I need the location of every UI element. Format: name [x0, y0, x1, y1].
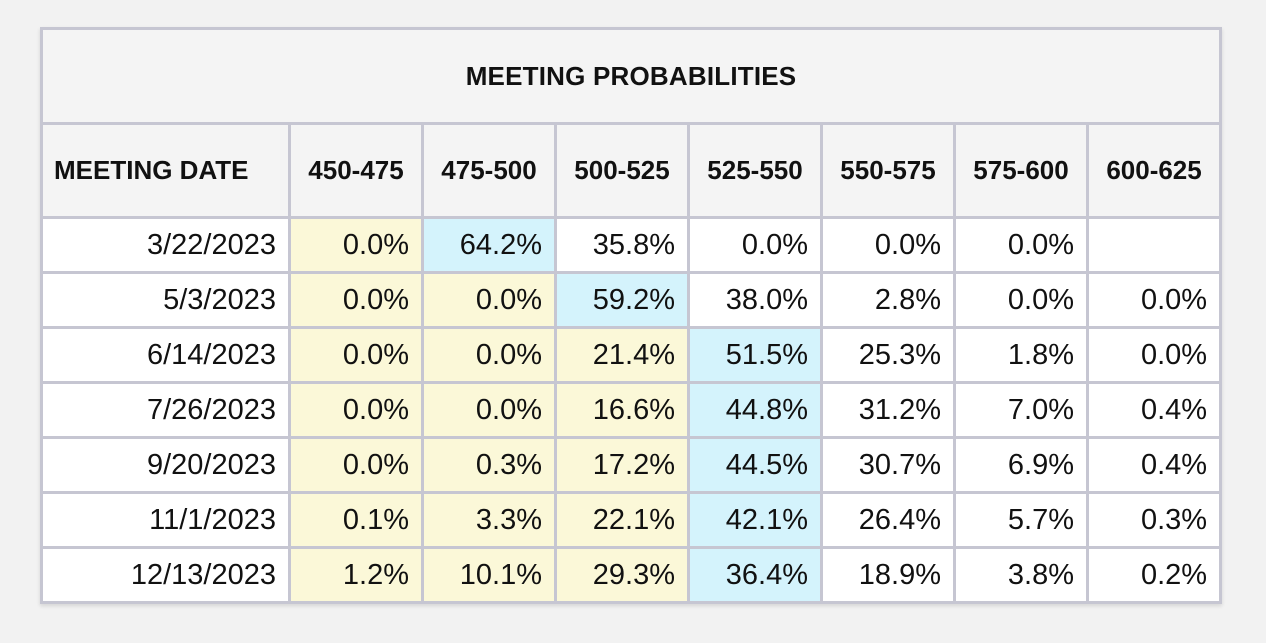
- column-header-600-625: 600-625: [1085, 122, 1223, 219]
- probability-cell: 0.0%: [288, 381, 424, 439]
- probability-cell: 3.3%: [421, 491, 557, 549]
- probability-cell: 10.1%: [421, 546, 557, 604]
- table-row: 3/22/2023 0.0% 64.2% 35.8% 0.0% 0.0% 0.0%: [40, 216, 1223, 274]
- probability-cell: 5.7%: [953, 491, 1089, 549]
- probability-cell: 3.8%: [953, 546, 1089, 604]
- table-row: 9/20/2023 0.0% 0.3% 17.2% 44.5% 30.7% 6.9% 0.4%: [40, 436, 1223, 494]
- probability-cell: 21.4%: [554, 326, 690, 384]
- meeting-date-cell: 12/13/2023: [40, 546, 291, 604]
- probability-cell: [1085, 216, 1223, 274]
- probability-cell: 0.0%: [288, 271, 424, 329]
- probability-cell: 2.8%: [820, 271, 956, 329]
- probability-cell: 38.0%: [687, 271, 823, 329]
- column-header-575-600: 575-600: [953, 122, 1089, 219]
- table-row: 11/1/2023 0.1% 3.3% 22.1% 42.1% 26.4% 5.7% 0.3%: [40, 491, 1223, 549]
- table-row: 5/3/2023 0.0% 0.0% 59.2% 38.0% 2.8% 0.0% 0.0%: [40, 271, 1223, 329]
- column-header-500-525: 500-525: [554, 122, 690, 219]
- probability-cell: 0.0%: [687, 216, 823, 274]
- probability-cell: 0.0%: [953, 216, 1089, 274]
- probability-cell: 0.3%: [1085, 491, 1223, 549]
- meeting-date-cell: 3/22/2023: [40, 216, 291, 274]
- probability-cell: 44.5%: [687, 436, 823, 494]
- meeting-date-cell: 7/26/2023: [40, 381, 291, 439]
- probability-cell: 26.4%: [820, 491, 956, 549]
- probability-cell: 18.9%: [820, 546, 956, 604]
- probability-cell: 0.2%: [1085, 546, 1223, 604]
- probability-cell: 31.2%: [820, 381, 956, 439]
- probability-cell: 0.0%: [288, 436, 424, 494]
- probability-cell: 30.7%: [820, 436, 956, 494]
- probability-cell: 35.8%: [554, 216, 690, 274]
- probability-cell: 59.2%: [554, 271, 690, 329]
- probability-cell: 17.2%: [554, 436, 690, 494]
- probability-cell: 0.0%: [953, 271, 1089, 329]
- table-row: 7/26/2023 0.0% 0.0% 16.6% 44.8% 31.2% 7.0% 0.4%: [40, 381, 1223, 439]
- meeting-date-cell: 11/1/2023: [40, 491, 291, 549]
- probability-cell: 1.2%: [288, 546, 424, 604]
- probability-cell: 0.0%: [288, 216, 424, 274]
- probability-cell: 0.0%: [421, 381, 557, 439]
- meeting-date-cell: 9/20/2023: [40, 436, 291, 494]
- probability-cell: 0.3%: [421, 436, 557, 494]
- probability-cell: 6.9%: [953, 436, 1089, 494]
- meeting-date-cell: 5/3/2023: [40, 271, 291, 329]
- table-title: MEETING PROBABILITIES: [39, 27, 1223, 125]
- probability-cell: 36.4%: [687, 546, 823, 604]
- meeting-date-cell: 6/14/2023: [40, 326, 291, 384]
- probability-cell: 25.3%: [820, 326, 956, 384]
- table-row: 6/14/2023 0.0% 0.0% 21.4% 51.5% 25.3% 1.8% 0.0%: [40, 326, 1223, 384]
- probability-cell: 1.8%: [953, 326, 1089, 384]
- probability-cell: 29.3%: [554, 546, 690, 604]
- probability-cell: 0.0%: [421, 326, 557, 384]
- column-header-550-575: 550-575: [820, 122, 956, 219]
- table-row: 12/13/2023 1.2% 10.1% 29.3% 36.4% 18.9% 3.8% 0.…: [40, 546, 1223, 604]
- probability-cell: 51.5%: [687, 326, 823, 384]
- table-header-row: MEETING DATE 450-475 475-500 500-525 525-550…: [40, 122, 1223, 219]
- probability-cell: 42.1%: [687, 491, 823, 549]
- probability-cell: 0.1%: [288, 491, 424, 549]
- probability-cell: 7.0%: [953, 381, 1089, 439]
- probability-cell: 44.8%: [687, 381, 823, 439]
- probability-cell: 64.2%: [421, 216, 557, 274]
- column-header-525-550: 525-550: [687, 122, 823, 219]
- probability-cell: 22.1%: [554, 491, 690, 549]
- probability-cell: 16.6%: [554, 381, 690, 439]
- probability-cell: 0.0%: [1085, 271, 1223, 329]
- probability-cell: 0.4%: [1085, 381, 1223, 439]
- table-title-row: MEETING PROBABILITIES: [39, 27, 1223, 125]
- probability-cell: 0.0%: [820, 216, 956, 274]
- probability-cell: 0.0%: [421, 271, 557, 329]
- column-header-meeting-date: MEETING DATE: [40, 122, 291, 219]
- meeting-probabilities-table: MEETING PROBABILITIES MEETING DATE 450-47…: [39, 27, 1223, 604]
- probability-cell: 0.0%: [288, 326, 424, 384]
- probability-cell: 0.4%: [1085, 436, 1223, 494]
- column-header-450-475: 450-475: [288, 122, 424, 219]
- probability-cell: 0.0%: [1085, 326, 1223, 384]
- column-header-475-500: 475-500: [421, 122, 557, 219]
- table-body: 3/22/2023 0.0% 64.2% 35.8% 0.0% 0.0% 0.0% 5/3/2…: [40, 216, 1223, 604]
